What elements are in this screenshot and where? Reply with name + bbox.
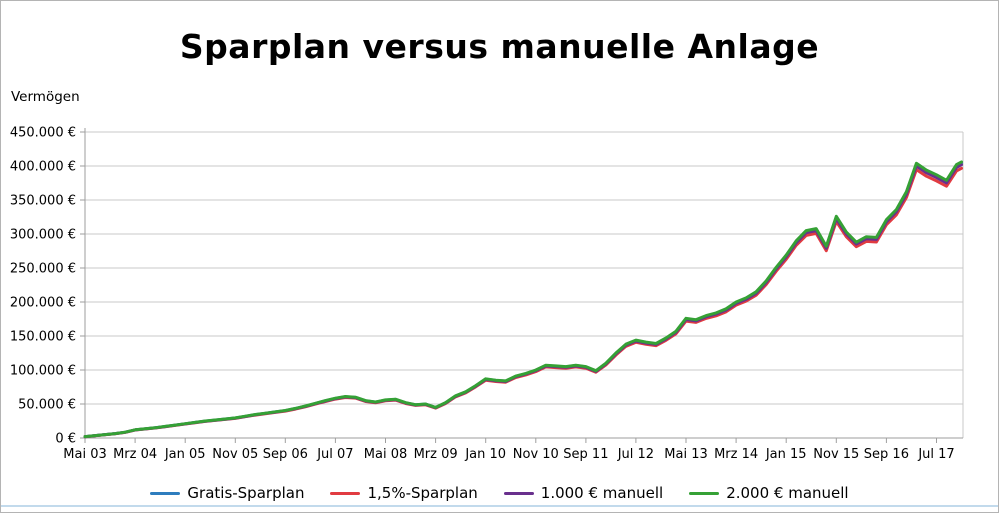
legend: Gratis-Sparplan 1,5%-Sparplan 1.000 € manu… <box>1 484 998 502</box>
y-axis-tick-label: 250.000 € <box>10 262 76 277</box>
legend-label: Gratis-Sparplan <box>187 484 305 502</box>
y-axis-tick-label: 0 € <box>55 432 76 447</box>
series-line-1-000-manuell <box>83 163 963 439</box>
legend-item-1-5-sparplan: 1,5%-Sparplan <box>330 484 478 502</box>
series-line-gratis-sparplan <box>83 161 963 439</box>
x-axis-tick-label: Mrz 14 <box>714 447 758 462</box>
x-axis-tick-label: Mai 13 <box>664 447 707 462</box>
x-axis-tick-label: Mrz 09 <box>414 447 458 462</box>
legend-line-swatch <box>689 491 720 495</box>
x-axis-tick-label: Jul 17 <box>917 447 954 462</box>
legend-line-swatch <box>150 491 181 495</box>
y-axis-title: Vermögen <box>11 89 80 105</box>
x-axis-tick-label: Mai 03 <box>63 447 106 462</box>
y-axis-tick-label: 200.000 € <box>10 296 76 311</box>
x-axis-tick-label: Jan 05 <box>164 447 206 462</box>
legend-line-swatch <box>330 491 361 495</box>
x-axis-tick-label: Nov 10 <box>513 447 559 462</box>
chart-title: Sparplan versus manuelle Anlage <box>179 27 820 66</box>
legend-item-1-000-manuell: 1.000 € manuell <box>503 484 664 502</box>
legend-label: 1,5%-Sparplan <box>367 484 478 502</box>
x-axis-tick-label: Sep 16 <box>864 447 909 462</box>
legend-label: 1.000 € manuell <box>540 484 664 502</box>
x-axis-tick-label: Nov 15 <box>813 447 859 462</box>
y-axis-tick-label: 450.000 € <box>10 126 76 141</box>
legend-label: 2.000 € manuell <box>726 484 849 502</box>
legend-line-swatch <box>503 491 534 495</box>
tick-labels: 0 € 50.000 € 100.000 € 150.000 € 200.000 € 25… <box>10 126 955 463</box>
x-axis-tick-label: Nov 05 <box>212 447 258 462</box>
axes <box>80 128 963 443</box>
y-axis-tick-label: 350.000 € <box>10 194 76 209</box>
y-axis-tick-label: 400.000 € <box>10 160 76 175</box>
y-axis-tick-label: 300.000 € <box>10 228 76 243</box>
x-axis-tick-label: Sep 06 <box>263 447 308 462</box>
x-axis-tick-label: Jan 10 <box>464 447 506 462</box>
gridlines <box>85 131 964 438</box>
y-axis-tick-label: 50.000 € <box>18 398 76 413</box>
y-axis-tick-label: 100.000 € <box>10 364 76 379</box>
series-lines <box>83 160 963 439</box>
x-axis-tick-label: Jul 07 <box>316 447 353 462</box>
bottom-strip <box>1 505 998 507</box>
x-axis-tick-label: Sep 11 <box>563 447 608 462</box>
legend-item-gratis-sparplan: Gratis-Sparplan <box>150 484 304 502</box>
x-axis-tick-label: Mrz 04 <box>113 447 157 462</box>
x-axis-tick-label: Jan 15 <box>765 447 807 462</box>
x-axis-tick-label: Jul 12 <box>617 447 654 462</box>
y-axis-tick-label: 150.000 € <box>10 330 76 345</box>
series-line-2-000-manuell <box>83 160 963 439</box>
legend-item-2-000-manuell: 2.000 € manuell <box>689 484 849 502</box>
x-axis-tick-label: Mai 08 <box>364 447 407 462</box>
